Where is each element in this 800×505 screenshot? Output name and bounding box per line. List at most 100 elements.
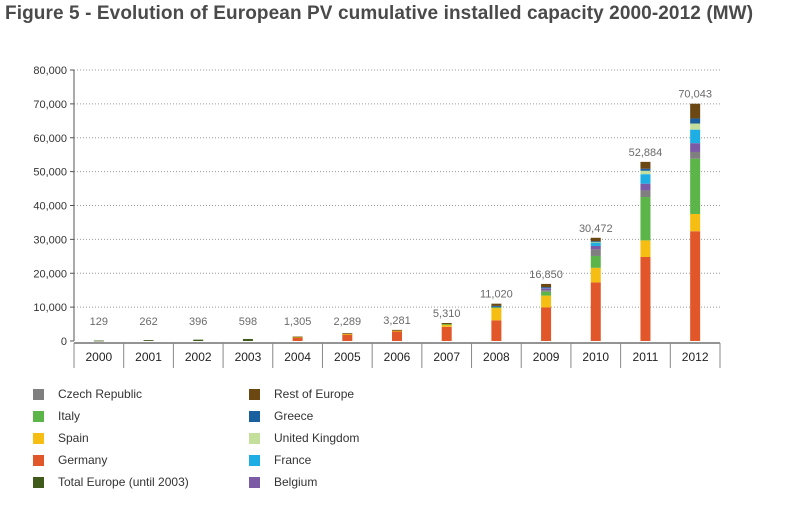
legend-label: Belgium (274, 475, 318, 489)
legend-swatch (33, 388, 44, 400)
legend-label: Italy (58, 409, 81, 423)
legend-item-united-kingdom: United Kingdom (249, 431, 359, 445)
stacked-bar-chart: 0 10,000 20,000 30,000 40,000 50,000 60,000 70,… (33, 65, 721, 368)
bar-segment (590, 282, 601, 341)
total-label: 262 (139, 316, 157, 328)
bar-segment (690, 151, 701, 159)
bar-segment (342, 334, 353, 341)
x-tick-label: 2007 (433, 350, 460, 364)
x-tick-label: 2008 (483, 350, 510, 364)
x-tick-label: 2005 (334, 350, 361, 364)
legend-item-greece: Greece (249, 409, 313, 423)
x-tick-label: 2002 (185, 350, 212, 364)
bar-segment (392, 331, 402, 341)
x-tick-label: 2012 (682, 350, 709, 364)
total-label: 30,472 (579, 223, 613, 235)
legend-item-czech-republic: Czech Republic (33, 387, 142, 401)
bar-segment (590, 237, 601, 242)
bar-segment (392, 329, 402, 331)
x-tick-label: 2011 (633, 350, 659, 364)
legend-swatch (33, 410, 44, 422)
y-tick-label: 10,000 (33, 302, 67, 314)
y-tick-label: 0 (61, 336, 67, 348)
bar-segment (640, 161, 651, 169)
bar-segment (491, 320, 502, 341)
legend-label: Rest of Europe (274, 387, 355, 401)
bar-segment (590, 255, 601, 268)
x-axis: 2000 2001 2002 2003 2004 2005 2006 2007 2008 2009… (73, 342, 721, 368)
bar-segment (292, 337, 303, 341)
y-tick-label: 40,000 (33, 201, 67, 213)
legend-label: Germany (58, 453, 108, 467)
total-label: 1,305 (284, 316, 312, 328)
y-tick-label: 30,000 (33, 234, 67, 246)
bar-segment (690, 123, 701, 130)
bar-segment (640, 256, 651, 341)
bar-segment (640, 197, 651, 241)
bar-segment (640, 190, 651, 198)
chart-title: Figure 5 - Evolution of European PV cumu… (5, 3, 754, 24)
bar-segment (93, 340, 104, 342)
legend-item-total-europe: Total Europe (until 2003) (33, 475, 189, 489)
legend-label: Total Europe (until 2003) (58, 475, 189, 489)
legend-swatch (33, 476, 44, 488)
bar-segment (441, 326, 452, 341)
legend-swatch (249, 476, 260, 488)
bar-segment (690, 129, 701, 144)
legend-label: Czech Republic (58, 387, 143, 401)
bar-segment (640, 170, 651, 175)
x-tick-label: 2006 (384, 350, 411, 364)
legend-item-italy: Italy (33, 409, 80, 423)
bar-segment (541, 307, 552, 341)
bar-segment (640, 174, 651, 184)
bar-segment (590, 242, 601, 246)
bar-segment (541, 283, 552, 288)
bar-segment (441, 324, 452, 327)
total-labels: 129 262 396 598 1,305 2,289 3,281 5,310 11,020 16… (90, 89, 712, 328)
total-label: 52,884 (629, 147, 663, 159)
legend-swatch (249, 388, 260, 400)
total-label: 5,310 (433, 308, 461, 320)
bar-segment (491, 306, 502, 309)
bar-segment (640, 183, 651, 191)
bar-segment (242, 338, 253, 341)
bar-segment (590, 249, 601, 256)
legend-label: France (274, 453, 312, 467)
y-tick-label: 60,000 (33, 133, 67, 145)
y-axis: 0 10,000 20,000 30,000 40,000 50,000 60,000 70,… (33, 65, 75, 348)
x-tick-label: 2003 (235, 350, 262, 364)
total-label: 11,020 (480, 289, 513, 301)
total-label: 396 (189, 316, 207, 328)
x-tick-label: 2010 (582, 350, 609, 364)
legend-swatch (33, 432, 44, 444)
bar-segment (590, 241, 601, 243)
bar-segment (491, 308, 502, 321)
bar-segment (690, 103, 701, 119)
x-tick-label: 2004 (284, 350, 311, 364)
legend-item-spain: Spain (33, 431, 89, 445)
y-tick-label: 50,000 (33, 167, 67, 179)
total-label: 129 (90, 316, 108, 328)
bar-segment (193, 339, 204, 341)
bar-segment (690, 213, 701, 232)
bar-segment (342, 333, 353, 335)
legend-item-germany: Germany (33, 453, 107, 467)
bar-segment (590, 245, 601, 250)
bar-segment (640, 168, 651, 171)
bar-segments (93, 103, 701, 342)
legend-swatch (249, 432, 260, 444)
x-tick-label: 2009 (533, 350, 560, 364)
total-label: 70,043 (678, 89, 712, 101)
bar-segment (541, 295, 552, 308)
bar-segment (441, 324, 452, 325)
y-tick-label: 70,000 (33, 99, 67, 111)
total-label: 16,850 (529, 269, 563, 281)
legend-item-rest-of-europe: Rest of Europe (249, 387, 354, 401)
bar-segment (590, 241, 601, 243)
legend-swatch (33, 454, 44, 466)
bar-segment (441, 323, 452, 325)
bar-segment (491, 305, 502, 307)
x-tick-label: 2000 (85, 350, 112, 364)
total-label: 3,281 (383, 315, 411, 327)
